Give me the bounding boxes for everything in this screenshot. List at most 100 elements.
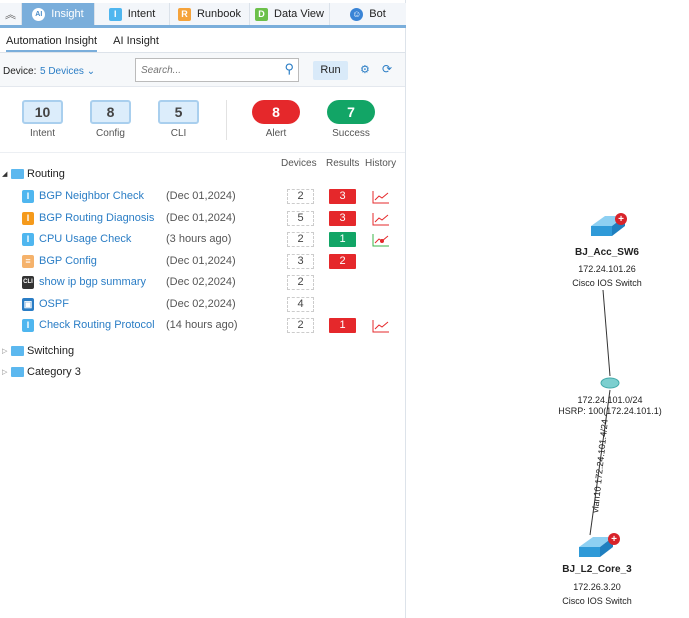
device-count[interactable]: 4 <box>287 296 314 312</box>
stat-value: 5 <box>158 100 199 124</box>
device-count[interactable]: 2 <box>287 232 314 247</box>
result-badge[interactable]: 3 <box>329 210 356 226</box>
run-button[interactable]: Run <box>313 61 348 80</box>
tab-data-view[interactable]: D Data View <box>250 3 330 25</box>
result-badge[interactable]: 1 <box>329 318 356 333</box>
list-item[interactable]: I Check Routing Protocol (14 hours ago) 2 1 <box>0 316 405 336</box>
runbook-icon: R <box>177 7 191 21</box>
stat-cli[interactable]: 5 CLI <box>158 100 199 139</box>
history-chart-icon[interactable] <box>372 190 390 204</box>
collapse-triangle-icon[interactable]: ▷ <box>2 348 8 355</box>
list-item[interactable]: ≡ BGP Config (Dec 01,2024) 3 2 <box>0 252 405 272</box>
column-results: Results <box>326 158 360 169</box>
history-chart-icon[interactable] <box>372 233 390 247</box>
link-line <box>589 389 611 536</box>
subnet-cidr: 172.24.101.0/24 <box>577 395 643 405</box>
tab-label: Insight <box>51 8 84 20</box>
stat-label: CLI <box>170 128 187 139</box>
divider <box>226 100 227 140</box>
tab-label: Bot <box>369 8 386 20</box>
device-name[interactable]: BJ_Acc_SW6 <box>575 247 639 258</box>
expand-triangle-icon[interactable]: ◢ <box>2 171 8 178</box>
list-item[interactable]: ▣ OSPF (Dec 02,2024) 4 <box>0 295 405 315</box>
divider <box>0 152 405 153</box>
list-item[interactable]: CLI show ip bgp summary (Dec 02,2024) 2 <box>0 273 405 293</box>
device-selector[interactable]: 5 Devices ⌄ <box>40 66 95 77</box>
toolbar: Device: 5 Devices ⌄ ⚲ Run ⚙ ⟳ <box>0 53 405 87</box>
tab-runbook[interactable]: R Runbook <box>170 3 250 25</box>
result-badge[interactable]: 2 <box>329 253 356 269</box>
device-count[interactable]: 2 <box>287 189 314 204</box>
stat-value: 8 <box>90 100 131 124</box>
item-date: (3 hours ago) <box>166 233 232 245</box>
tab-bot[interactable]: ☺ Bot <box>330 3 406 25</box>
item-date: (Dec 01,2024) <box>166 254 236 267</box>
device-ip: 172.24.101.26 <box>578 264 636 274</box>
tab-insight[interactable]: AI Insight <box>22 3 95 25</box>
intent-icon: I <box>22 190 34 203</box>
device-count[interactable]: 5 <box>287 210 314 226</box>
device-label: Device: <box>3 66 37 77</box>
ai-robot-icon: AI <box>32 7 46 21</box>
stat-success[interactable]: 7 Success <box>327 100 375 139</box>
device-count[interactable]: 2 <box>287 318 314 333</box>
history-chart-icon[interactable] <box>372 212 390 226</box>
category-routing[interactable]: ◢ Routing <box>0 165 405 185</box>
intent-icon: I <box>22 211 34 225</box>
subtab-ai-insight[interactable]: AI Insight <box>113 35 159 47</box>
bot-icon: ☺ <box>350 7 364 21</box>
stat-config[interactable]: 8 Config <box>90 100 131 139</box>
list-item[interactable]: I BGP Routing Diagnosis (Dec 01,2024) 5 3 <box>0 209 405 229</box>
tab-label: Intent <box>127 8 156 20</box>
stat-intent[interactable]: 10 Intent <box>22 100 63 139</box>
result-badge[interactable]: 1 <box>329 232 356 247</box>
device-name[interactable]: BJ_L2_Core_3 <box>562 564 632 575</box>
list-item[interactable]: I CPU Usage Check (3 hours ago) 2 1 <box>0 230 405 250</box>
item-name[interactable]: show ip bgp summary <box>39 276 146 288</box>
chevron-up-icon: ︽ <box>5 9 16 21</box>
config-file-icon: ≡ <box>22 254 34 268</box>
history-chart-icon[interactable] <box>372 319 390 333</box>
category-3[interactable]: ▷ Category 3 <box>0 363 405 383</box>
item-name[interactable]: OSPF <box>39 297 69 310</box>
folder-icon <box>11 169 24 179</box>
stat-label: Intent <box>29 128 56 139</box>
column-history: History <box>365 158 397 169</box>
item-date: (Dec 02,2024) <box>166 297 236 310</box>
subnet-hub-icon[interactable] <box>600 377 620 389</box>
gear-icon[interactable]: ⚙ <box>360 64 370 76</box>
topology-map[interactable]: + + <box>407 0 689 618</box>
switch-icon[interactable]: + <box>591 213 627 236</box>
collapse-button[interactable]: ︽ <box>0 3 22 25</box>
stat-alert[interactable]: 8 Alert <box>252 100 300 139</box>
stat-value: 10 <box>22 100 63 124</box>
stat-value: 8 <box>252 100 300 124</box>
alert-plus-icon <box>615 213 627 225</box>
intent-icon: I <box>108 7 122 21</box>
item-name[interactable]: BGP Config <box>39 254 97 267</box>
item-name[interactable]: Check Routing Protocol <box>39 319 155 331</box>
tab-intent[interactable]: I Intent <box>95 3 170 25</box>
list-item[interactable]: I BGP Neighbor Check (Dec 01,2024) 2 3 <box>0 187 405 207</box>
item-name[interactable]: BGP Routing Diagnosis <box>39 211 155 224</box>
subnet-hsrp: HSRP: 100(172.24.101.1) <box>558 406 662 416</box>
item-name[interactable]: BGP Neighbor Check <box>39 190 144 202</box>
search-input[interactable] <box>141 60 276 80</box>
result-badge[interactable]: 3 <box>329 189 356 204</box>
collapse-triangle-icon[interactable]: ▷ <box>2 369 8 376</box>
intent-icon: I <box>22 319 34 332</box>
item-name[interactable]: CPU Usage Check <box>39 233 132 245</box>
refresh-icon[interactable]: ⟳ <box>382 62 393 76</box>
switch-icon[interactable]: + <box>579 533 620 557</box>
category-label: Switching <box>27 345 75 357</box>
subtab-automation-insight[interactable]: Automation Insight <box>6 31 98 52</box>
cli-icon: CLI <box>22 276 34 289</box>
device-count[interactable]: 2 <box>287 275 314 290</box>
stat-value: 7 <box>327 100 375 124</box>
subtab-bar: Automation Insight AI Insight <box>0 31 405 53</box>
stat-label: Success <box>332 128 370 139</box>
search-icon[interactable]: ⚲ <box>284 61 294 76</box>
stat-label: Config <box>96 128 125 139</box>
device-count[interactable]: 3 <box>287 253 314 269</box>
category-switching[interactable]: ▷ Switching <box>0 342 405 362</box>
